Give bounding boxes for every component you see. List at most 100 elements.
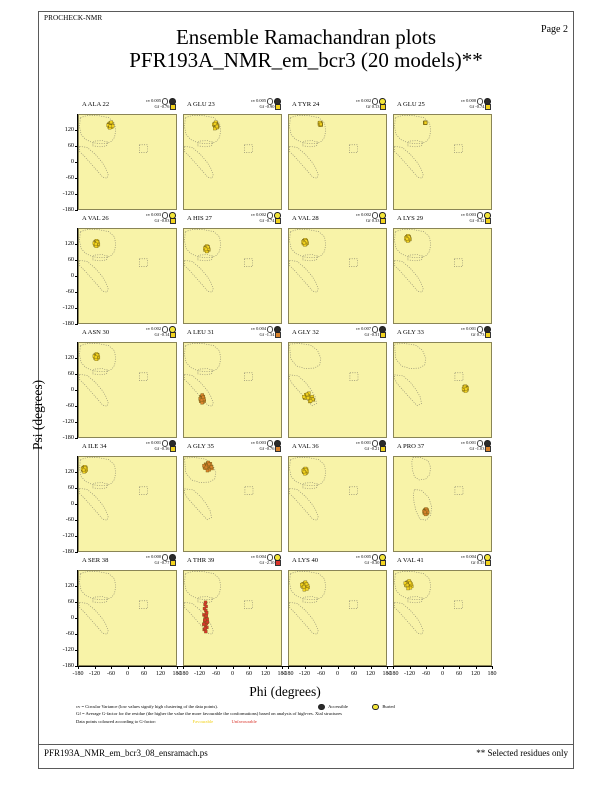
legend-gf-line: Gf = Average G-factor for the residue (t… xyxy=(76,711,342,717)
data-point xyxy=(423,510,427,514)
panel-contours xyxy=(394,115,463,179)
panel-plot-area xyxy=(393,456,492,552)
panel-stats: cv 0.000 Gf -0.77 xyxy=(146,554,176,566)
panel-cv-value: cv 0.005 xyxy=(145,98,162,104)
y-axis-tick-mark xyxy=(75,308,78,309)
panel-plot-area xyxy=(393,114,492,210)
data-point xyxy=(403,581,407,585)
buried-face-icon xyxy=(484,554,491,561)
y-axis-tick-label: -60 xyxy=(65,288,74,295)
x-axis-tick-mark xyxy=(370,666,372,669)
x-axis-tick-label: -120 xyxy=(89,671,100,677)
panel-contours xyxy=(289,343,359,407)
y-axis-tick-label: -120 xyxy=(62,190,74,197)
panel-plot-area xyxy=(78,456,177,552)
ramachandran-panel: A LEU 31 cv 0.004 Gf -1.34 xyxy=(183,324,282,438)
data-point xyxy=(204,465,209,470)
panel-contours xyxy=(184,229,253,293)
panel-contours xyxy=(79,457,148,521)
clock-icon xyxy=(372,554,379,561)
x-axis-tick-label: 180 xyxy=(487,671,497,677)
data-point xyxy=(94,242,98,246)
y-axis-tick-mark xyxy=(75,536,78,537)
y-axis-tick-mark xyxy=(75,488,78,489)
y-axis-tick-mark xyxy=(75,130,78,131)
panel-stats: cv 0.001 Gf 0.73 xyxy=(461,326,491,338)
panel-residue-label: A VAL 36 xyxy=(292,442,319,450)
x-axis-tick-mark xyxy=(393,666,394,669)
ramachandran-panel: A GLY 35 cv 0.003 Gf -0.76 xyxy=(183,438,282,552)
buried-face-icon xyxy=(169,326,176,333)
ramachandran-panel: A PRO 37 cv 0.001 Gf -1.03 xyxy=(393,438,492,552)
gfactor-colour-swatch xyxy=(275,560,281,566)
panel-stats: cv 0.002 Gf -0.14 xyxy=(146,326,176,338)
y-axis-tick-mark xyxy=(75,292,78,293)
panel-contours xyxy=(79,115,148,179)
ramachandran-panel: A ILE 34 cv 0.001 Gf -0.16 xyxy=(78,438,177,552)
panel-gfactor-value: Gf -1.03 xyxy=(469,446,485,452)
panel-stats: cv 0.001 Gf -0.21 xyxy=(356,440,386,452)
panel-gfactor-value: Gf -0.14 xyxy=(154,332,170,338)
clock-icon xyxy=(267,554,274,561)
x-axis-tick-mark xyxy=(111,666,112,669)
data-point xyxy=(302,585,306,589)
gfactor-colour-swatch xyxy=(275,446,281,452)
x-axis-tick-mark xyxy=(409,666,411,669)
panel-residue-label: A VAL 41 xyxy=(397,556,424,564)
panel-cv-value: cv 0.001 xyxy=(460,440,477,446)
data-point xyxy=(319,122,323,127)
panel-plot-area xyxy=(288,342,387,438)
y-axis-line xyxy=(77,114,79,210)
panel-stats: cv 0.002 Gf -0.74 xyxy=(251,212,281,224)
y-axis-tick-label: 60 xyxy=(67,142,74,149)
panel-cv-value: cv 0.000 xyxy=(460,98,477,104)
panel-cv-value: cv 0.000 xyxy=(145,554,162,560)
gfactor-colour-swatch xyxy=(380,446,386,452)
ramachandran-panel: A LYS 29 cv 0.003 Gf -0.32 xyxy=(393,210,492,324)
panel-gfactor-value: Gf -1.34 xyxy=(259,332,275,338)
legend-burial-icons: Accessible Buried xyxy=(318,703,395,711)
panel-contours xyxy=(79,571,148,635)
clock-icon xyxy=(267,212,274,219)
accessible-face-icon xyxy=(379,326,386,333)
x-axis-tick-label: 60 xyxy=(351,671,357,677)
panel-residue-label: A GLU 25 xyxy=(397,100,425,108)
y-axis-tick-mark xyxy=(75,650,78,651)
x-axis-tick-label: -60 xyxy=(317,671,325,677)
x-axis-tick-label: -60 xyxy=(107,671,115,677)
x-axis-tick-mark xyxy=(199,666,201,669)
y-axis-line xyxy=(77,570,79,666)
panel-stats: cv 0.003 Gf -0.76 xyxy=(251,440,281,452)
data-point xyxy=(308,399,313,403)
panel-stats: cv 0.003 Gf -0.32 xyxy=(461,212,491,224)
x-axis-tick-label: 60 xyxy=(246,671,252,677)
y-axis-tick-mark xyxy=(75,178,78,179)
panel-gfactor-value: Gf -2.10 xyxy=(259,560,275,566)
panel-cv-value: cv 0.003 xyxy=(145,212,162,218)
panel-plot-area xyxy=(183,456,282,552)
data-point xyxy=(302,588,306,592)
panel-plot-area xyxy=(393,342,492,438)
y-axis-tick-mark xyxy=(75,552,78,553)
clock-icon xyxy=(267,440,274,447)
x-axis-tick-mark xyxy=(426,666,427,669)
clock-icon xyxy=(162,554,169,561)
x-axis-tick-label: 0 xyxy=(441,671,444,677)
x-axis-tick-label: 0 xyxy=(231,671,234,677)
gfactor-colour-swatch xyxy=(380,104,386,110)
panel-residue-label: A ASN 30 xyxy=(82,328,110,336)
y-axis-tick-label: -60 xyxy=(65,630,74,637)
y-axis-tick-label: -120 xyxy=(62,304,74,311)
gfactor-colour-swatch xyxy=(485,104,491,110)
panel-cv-value: cv 0.001 xyxy=(145,440,162,446)
x-axis-tick-mark xyxy=(127,666,129,669)
legend-colour-prefix: Data points coloured according to G-fact… xyxy=(76,718,157,724)
data-point xyxy=(204,611,209,615)
clock-icon xyxy=(477,326,484,333)
y-axis-tick-mark xyxy=(75,146,78,147)
panel-stats: cv 0.002 Gf 0.13 xyxy=(356,98,386,110)
panel-residue-label: A LYS 40 xyxy=(292,556,319,564)
gfactor-colour-swatch xyxy=(380,332,386,338)
panel-gfactor-value: Gf -0.30 xyxy=(364,560,380,566)
panel-stats: cv 0.001 Gf -0.16 xyxy=(146,440,176,452)
